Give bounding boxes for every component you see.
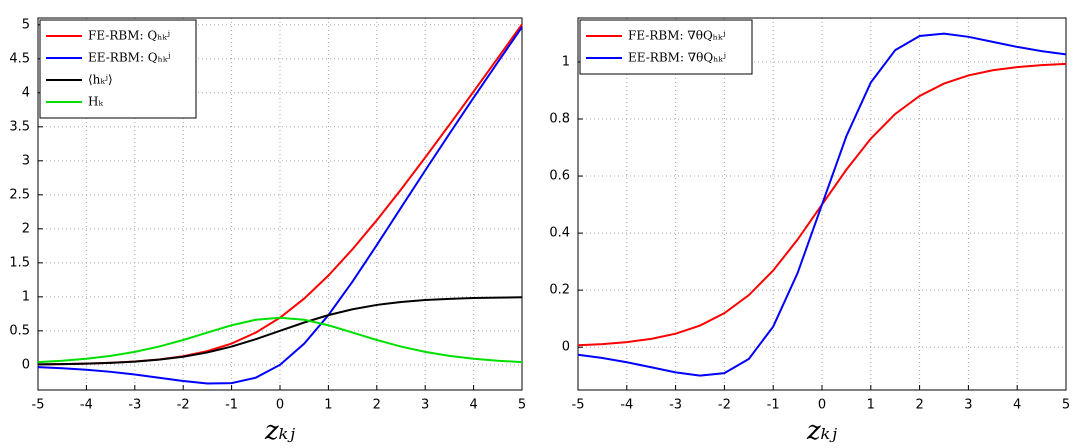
data-line [577,32,1067,377]
x-tick-label: 4 [469,398,477,413]
x-tick-label: -4 [620,398,633,413]
y-tick-label: 3.5 [9,119,30,134]
y-tick-label: 0.8 [549,111,570,126]
legend-label: Hₖ [88,95,103,109]
x-tick-label: -3 [128,398,141,413]
y-tick-label: 2 [22,221,30,236]
data-line [37,26,523,385]
x-axis-label: zₖⱼ [264,416,295,444]
y-tick-label: 1 [22,289,30,304]
y-tick-label: 0 [22,357,30,372]
y-tick-label: 5 [22,17,30,32]
x-tick-label: 5 [1062,398,1070,413]
x-tick-label: 3 [964,398,972,413]
y-tick-label: 0.5 [9,323,30,338]
legend-box [579,19,753,75]
legend-label: FE-RBM: Qₕₖʲ [88,29,170,43]
x-tick-label: -1 [767,398,780,413]
legend-label: EE-RBM: ∇θQₕₖʲ [628,51,726,65]
x-tick-label: -5 [32,398,45,413]
axes-frame [577,17,1067,391]
x-tick-label: -5 [572,398,585,413]
x-tick-label: 1 [867,398,875,413]
x-tick-label: -4 [80,398,93,413]
y-tick-label: 3 [22,153,30,168]
x-tick-label: 3 [421,398,429,413]
y-tick-label: 1.5 [9,255,30,270]
x-tick-label: 2 [915,398,923,413]
y-tick-label: 0.4 [549,226,570,241]
x-tick-label: 0 [818,398,826,413]
y-tick-label: 1 [562,54,570,69]
y-tick-label: 0 [562,340,570,355]
legend-label: EE-RBM: Qₕₖʲ [88,51,170,65]
legend-label: FE-RBM: ∇θQₕₖʲ [628,29,726,43]
axes-frame [37,17,523,391]
x-axis-label: zₖⱼ [806,416,837,444]
y-tick-label: 4 [22,85,30,100]
x-tick-label: 5 [518,398,526,413]
x-tick-label: 4 [1013,398,1021,413]
legend-label: ⟨hₖʲ⟩ [88,73,113,87]
y-tick-label: 2.5 [9,187,30,202]
y-tick-label: 4.5 [9,51,30,66]
x-tick-label: 0 [276,398,284,413]
x-tick-label: -2 [177,398,190,413]
data-line [37,296,523,366]
y-tick-label: 0.2 [549,283,570,298]
x-tick-label: -3 [669,398,682,413]
y-tick-label: 0.6 [549,169,570,184]
x-tick-label: -2 [718,398,731,413]
x-tick-label: -1 [225,398,238,413]
data-line [37,316,523,364]
x-tick-label: 2 [373,398,381,413]
x-tick-label: 1 [324,398,332,413]
